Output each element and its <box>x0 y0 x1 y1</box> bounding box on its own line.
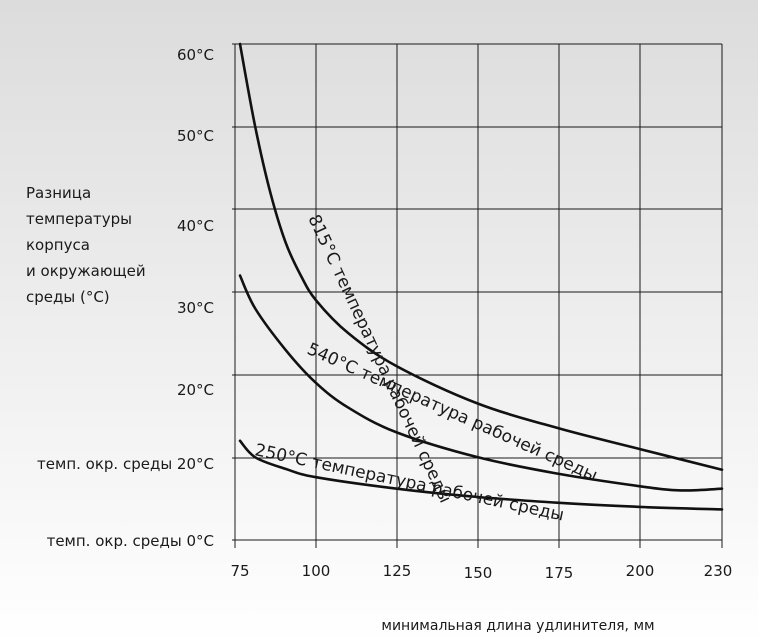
x-tick-label: 200 <box>626 562 655 580</box>
y-tick-label: темп. окр. среды 0°C <box>47 532 214 550</box>
x-axis-label: минимальная длина удлинителя, мм <box>381 618 654 634</box>
x-ticks: 75 100 125 150 175 200 230 <box>230 562 732 582</box>
y-tick-label: 60°C <box>177 46 214 64</box>
y-tick-label: 20°C <box>177 381 214 399</box>
y-axis-label-line: и окружающей <box>26 262 146 280</box>
y-axis-label: Разница температуры корпуса и окружающей… <box>26 184 146 306</box>
y-axis-label-line: среды (°C) <box>26 288 110 306</box>
x-tick-label: 125 <box>383 562 412 580</box>
grid <box>232 43 723 548</box>
y-tick-label: 40°C <box>177 217 214 235</box>
x-tick-label: 175 <box>545 564 574 582</box>
x-tick-label: 150 <box>464 564 493 582</box>
curve-540 <box>238 274 724 492</box>
curve-250 <box>238 439 724 511</box>
curves <box>238 42 724 511</box>
y-axis-label-line: корпуса <box>26 236 90 254</box>
x-tick-label: 75 <box>230 562 249 580</box>
x-tick-label: 100 <box>302 562 331 580</box>
y-ticks: темп. окр. среды 0°C темп. окр. среды 20… <box>37 46 214 550</box>
y-axis-label-line: температуры <box>26 210 132 228</box>
y-tick-label: темп. окр. среды 20°C <box>37 455 214 473</box>
y-tick-label: 50°C <box>177 127 214 145</box>
x-tick-label: 230 <box>704 562 733 580</box>
curve-815 <box>238 42 724 471</box>
y-tick-label: 30°C <box>177 299 214 317</box>
y-axis-label-line: Разница <box>26 184 91 202</box>
